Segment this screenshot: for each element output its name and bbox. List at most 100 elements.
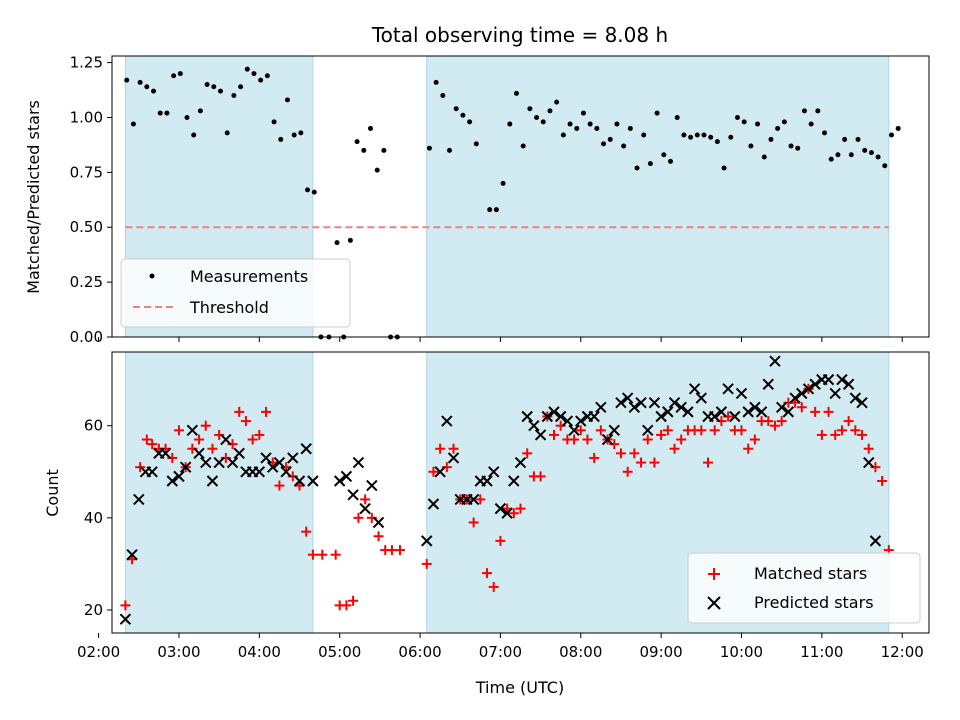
measurement-point [191, 132, 197, 138]
matched-star-point [582, 434, 593, 445]
measurement-point [822, 130, 828, 136]
measurement-point [554, 99, 560, 105]
predicted-star-point [253, 466, 266, 478]
matched-star-point [622, 466, 633, 477]
measurement-point [487, 207, 493, 213]
predicted-star-point [200, 456, 212, 469]
y-tick-label: 0.25 [70, 273, 103, 291]
predicted-star-point [695, 392, 708, 404]
measurement-point [251, 71, 257, 77]
measurement-point [231, 93, 237, 99]
predicted-star-point [427, 498, 440, 510]
measurement-point [848, 152, 854, 158]
predicted-star-point [206, 475, 219, 487]
matched-star-point [147, 439, 158, 450]
measurement-point [500, 180, 506, 186]
measurement-point [621, 143, 627, 149]
measurement-point [835, 152, 841, 158]
matched-star-point [348, 595, 359, 606]
matched-star-point [796, 402, 807, 413]
predicted-star-point [588, 410, 600, 423]
matched-star-point [696, 425, 707, 436]
measurement-point [815, 108, 821, 114]
matched-star-point [615, 448, 626, 459]
x-tick-label: 02:00 [77, 643, 120, 661]
matched-star-point [261, 406, 272, 417]
matched-star-point [769, 420, 780, 431]
predicted-star-point [333, 475, 346, 487]
measurement-point [708, 134, 714, 140]
x-tick-label: 10:00 [720, 643, 763, 661]
measurement-point [594, 125, 600, 131]
y-tick-label: 0.50 [70, 218, 103, 236]
measurement-point [587, 121, 593, 127]
bottom-axes-frame [111, 351, 930, 634]
predicted-star-point [863, 456, 875, 469]
predicted-star-point [521, 410, 533, 423]
predicted-star-point [849, 392, 862, 404]
predicted-star-point [668, 396, 681, 409]
measurement-point [164, 110, 170, 116]
bottom-ylabel: Count [43, 469, 62, 517]
matched-star-point [830, 429, 841, 440]
predicted-star-point [340, 470, 353, 483]
measurement-point [238, 84, 244, 90]
measurement-point [882, 163, 888, 169]
measurement-point [291, 132, 297, 138]
matched-star-point [743, 443, 754, 454]
matched-star-point [307, 549, 318, 560]
matched-star-point [482, 568, 493, 579]
predicted-star-point [300, 443, 312, 455]
measurement-point [217, 88, 223, 94]
measurement-point [862, 147, 868, 153]
measurement-point [184, 114, 190, 120]
measurement-point [197, 108, 203, 114]
x-tick-label: 07:00 [479, 643, 522, 661]
measurement-point [775, 125, 781, 131]
measurement-point [694, 132, 700, 138]
measurement-point [781, 119, 787, 125]
predicted-star-point [213, 456, 225, 469]
predicted-star-point [575, 415, 587, 427]
matched-star-point [120, 600, 131, 611]
matched-star-point [656, 429, 667, 440]
predicted-star-point [595, 401, 607, 413]
matched-star-point [843, 416, 854, 427]
matched-star-point [709, 425, 720, 436]
predicted-star-point [421, 535, 433, 547]
measurement-point [855, 136, 861, 142]
measurement-point [547, 108, 553, 114]
y-tick-label: 20 [84, 601, 103, 619]
predicted-star-point [796, 387, 808, 400]
top-panel: 0.00 0.25 0.50 0.75 1.00 1.25 Matched/Predict… [24, 54, 930, 346]
matched-star-point [468, 517, 479, 528]
predicted-star-point [621, 392, 634, 404]
matched-star-point [662, 425, 673, 436]
predicted-star-point [528, 419, 540, 432]
legend-matched-marker [708, 568, 720, 580]
matched-star-point [173, 425, 184, 436]
measurement-point [714, 139, 720, 145]
matched-star-point [850, 425, 861, 436]
measurement-point [271, 119, 277, 125]
matched-star-point [341, 600, 352, 611]
measurement-point [741, 119, 747, 125]
legend-predicted-marker [707, 596, 721, 610]
x-tick-label: 04:00 [238, 643, 281, 661]
predicted-star-point [267, 461, 279, 473]
predicted-star-point [822, 373, 835, 386]
predicted-star-point [729, 410, 741, 423]
measurement-point [540, 119, 546, 125]
predicted-star-point [347, 489, 359, 501]
measurement-point [224, 130, 230, 136]
predicted-star-point [179, 461, 192, 473]
predicted-star-point [146, 466, 158, 478]
matched-star-point [763, 416, 774, 427]
top-legend-box [120, 258, 351, 328]
predicted-star-point [273, 456, 286, 469]
matched-star-point [595, 425, 606, 436]
matched-star-point [863, 443, 874, 454]
measurement-point [298, 130, 304, 136]
matched-star-point [254, 429, 265, 440]
measurement-point [647, 161, 653, 167]
